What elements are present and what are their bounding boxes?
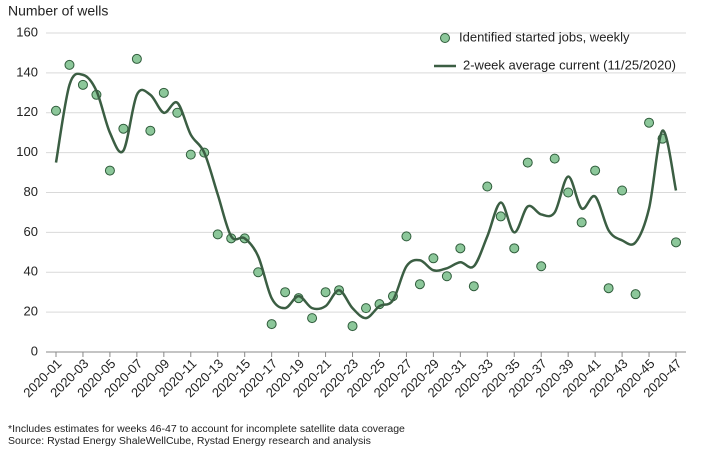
point: [212, 229, 223, 240]
legend-label: 2-week average current (11/25/2020): [463, 57, 676, 72]
point: [185, 149, 196, 160]
point: [603, 283, 614, 294]
y-tick-label: 60: [24, 224, 38, 239]
point: [563, 187, 574, 198]
point: [441, 271, 452, 282]
y-tick-label: 40: [24, 264, 38, 279]
y-tick-label: 100: [16, 144, 38, 159]
point: [671, 237, 681, 248]
point: [522, 157, 533, 168]
y-tick-label: 140: [16, 64, 38, 79]
point: [104, 165, 115, 176]
point: [495, 211, 506, 222]
point: [414, 279, 425, 290]
y-tick-label: 120: [16, 104, 38, 119]
y-tick-label: 160: [16, 24, 38, 39]
point: [455, 243, 466, 254]
point: [644, 117, 655, 128]
point: [590, 165, 601, 176]
legend-label: Identified started jobs, weekly: [459, 29, 630, 44]
point: [509, 243, 520, 254]
point: [118, 123, 129, 134]
point: [64, 59, 75, 70]
average-line: [54, 72, 678, 320]
legend-marker: [440, 33, 450, 43]
point: [482, 181, 493, 192]
point: [401, 231, 412, 242]
point: [630, 289, 641, 300]
point: [158, 87, 169, 98]
y-tick-label: 20: [24, 304, 38, 319]
point: [361, 303, 371, 314]
point: [617, 185, 628, 196]
point: [307, 313, 318, 324]
y-axis-label: Number of wells: [8, 3, 108, 19]
y-tick-label: 0: [31, 343, 38, 358]
point: [51, 105, 61, 116]
point: [145, 125, 156, 136]
footnote: *Includes estimates for weeks 46-47 to a…: [8, 423, 405, 435]
point: [280, 287, 291, 298]
point: [576, 217, 587, 228]
point: [131, 53, 142, 64]
point: [77, 79, 88, 90]
point: [536, 261, 547, 272]
point: [468, 281, 479, 292]
source: Source: Rystad Energy ShaleWellCube, Rys…: [8, 435, 371, 447]
point: [549, 153, 560, 164]
point: [428, 253, 439, 264]
point: [320, 287, 331, 298]
y-tick-label: 80: [24, 184, 38, 199]
point: [347, 321, 358, 332]
point: [266, 319, 277, 330]
